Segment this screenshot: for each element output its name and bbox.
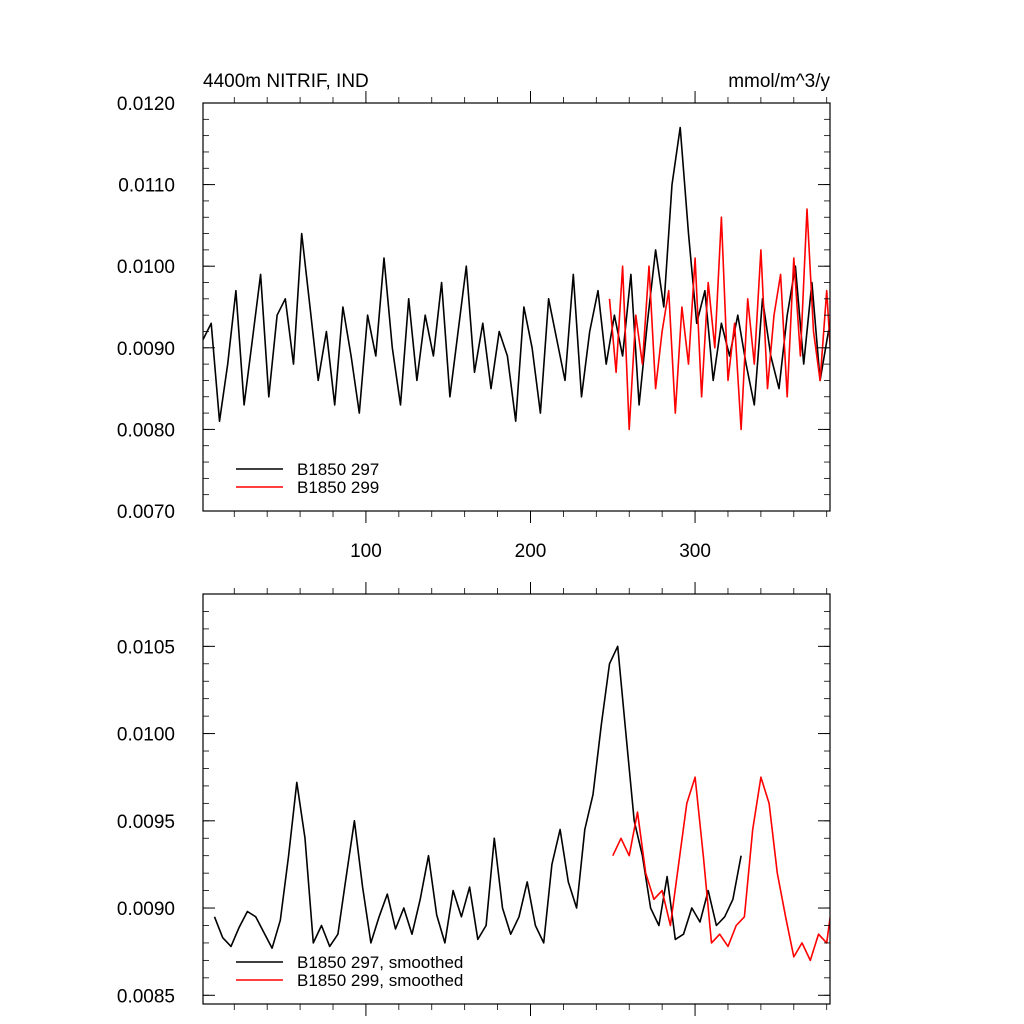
top-series-line-0 bbox=[203, 126, 830, 423]
bottom-y-tick-label: 0.0090 bbox=[117, 899, 175, 920]
top-x-tick-label: 200 bbox=[515, 541, 547, 562]
top-plot: 4400m NITRIF, IND mmol/m^3/y 0.0070 0.008… bbox=[117, 71, 831, 562]
bottom-y-tick-label: 0.0105 bbox=[117, 637, 175, 658]
top-plot-title: 4400m NITRIF, IND bbox=[203, 71, 369, 92]
bottom-legend-label-1: B1850 299, smoothed bbox=[297, 971, 463, 990]
top-legend-label-0: B1850 297 bbox=[297, 460, 379, 479]
top-plot-units: mmol/m^3/y bbox=[728, 71, 830, 92]
top-y-tick-label: 0.0080 bbox=[117, 420, 175, 441]
bottom-series-line-1 bbox=[612, 776, 830, 962]
top-y-tick-label: 0.0070 bbox=[117, 502, 175, 523]
top-y-tick-label: 0.0120 bbox=[117, 94, 175, 115]
top-y-tick-label: 0.0100 bbox=[117, 257, 175, 278]
top-plot-frame bbox=[202, 102, 831, 512]
top-y-tick-label: 0.0090 bbox=[117, 339, 175, 360]
top-y-tick-label: 0.0110 bbox=[118, 176, 175, 197]
bottom-series-line-0 bbox=[213, 645, 742, 950]
top-series-line-1 bbox=[608, 208, 830, 431]
top-x-tick-label: 300 bbox=[679, 541, 711, 562]
bottom-y-tick-label: 0.0085 bbox=[117, 986, 175, 1007]
top-legend-label-1: B1850 299 bbox=[297, 478, 379, 497]
bottom-legend-label-0: B1850 297, smoothed bbox=[297, 953, 463, 972]
bottom-y-tick-label: 0.0095 bbox=[117, 812, 175, 833]
bottom-plot-frame bbox=[202, 593, 831, 1005]
top-x-tick-label: 100 bbox=[350, 541, 382, 562]
bottom-plot: 0.0085 0.0090 0.0095 0.0100 0.0105 B1850 297,… bbox=[117, 582, 831, 1016]
bottom-y-tick-label: 0.0100 bbox=[117, 725, 175, 746]
